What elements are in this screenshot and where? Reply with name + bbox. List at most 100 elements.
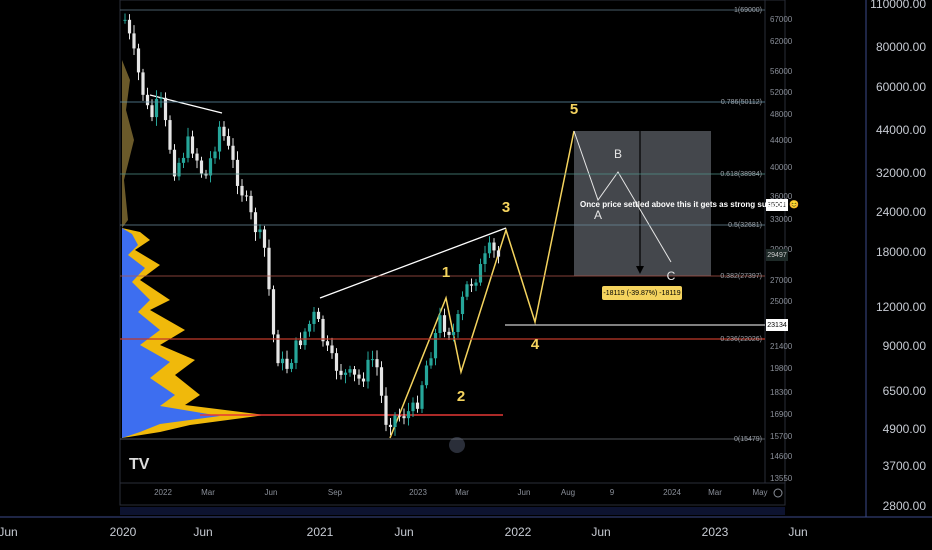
candle-body	[181, 157, 186, 163]
candle-body	[343, 372, 348, 375]
measure-arrowhead	[636, 266, 644, 274]
candle-body	[168, 120, 172, 150]
candle-body	[276, 334, 280, 364]
candle-body	[456, 314, 460, 333]
annotation: Once price settled above this it gets as…	[580, 200, 799, 209]
reset-button[interactable]	[449, 437, 465, 453]
candle-body	[321, 318, 325, 342]
logo: TV	[129, 456, 150, 473]
price-tag: 29497	[767, 252, 787, 259]
candle-body	[150, 105, 154, 118]
candle-body	[262, 229, 267, 248]
outer-time-label: 2020	[110, 525, 137, 539]
outer-price-label: 12000.00	[876, 300, 926, 314]
fib-level-label: 0.236(22026)	[720, 336, 762, 343]
candle-body	[325, 341, 330, 346]
fib-level-label: 0.786(50112)	[721, 99, 762, 106]
wave-label: 5	[570, 101, 578, 118]
candle-body	[258, 229, 262, 233]
candle-body	[127, 19, 132, 34]
candle-body	[420, 385, 424, 409]
candle-body	[240, 185, 244, 196]
candle-body	[136, 48, 141, 73]
candle-body	[442, 315, 447, 332]
candle-body	[316, 311, 321, 319]
candle-body	[451, 332, 456, 335]
outer-time-label: 2022	[505, 525, 532, 539]
candle-body	[438, 315, 442, 334]
candle-body	[483, 253, 487, 265]
time-label: May	[752, 488, 767, 497]
candle-body	[492, 242, 496, 251]
price-tag: 35001	[767, 202, 787, 209]
fib-level-label: 0.5(32681)	[728, 222, 762, 229]
settings-button[interactable]	[773, 488, 783, 498]
candle-body	[474, 282, 478, 286]
candle-body	[222, 126, 226, 137]
correction-label: A	[594, 208, 602, 222]
candle-body	[339, 370, 343, 375]
price-label: 21400	[770, 342, 793, 351]
outer-price-label: 44000.00	[876, 123, 926, 137]
abc-correction-line	[573, 130, 672, 263]
candle-body	[208, 158, 213, 176]
trend-line	[319, 227, 507, 299]
candle-body	[204, 173, 208, 176]
candle-body	[415, 402, 420, 409]
candle-body	[465, 284, 469, 297]
time-label: Aug	[561, 488, 575, 497]
outer-time-label: 2021	[307, 525, 334, 539]
measure-label: -18119 (-39.87%) -18119	[603, 290, 680, 297]
candle-body	[424, 365, 429, 386]
time-label: Jun	[265, 488, 278, 497]
correction-label: B	[614, 147, 622, 161]
candle-body	[285, 358, 289, 369]
candle-body	[154, 98, 159, 118]
outer-price-label: 18000.00	[876, 245, 926, 259]
candle-body	[235, 159, 240, 186]
fib-level-label: 1(69000)	[734, 7, 762, 14]
candle-body	[271, 289, 276, 335]
outer-price-label: 9000.00	[883, 339, 927, 353]
candle-body	[366, 359, 370, 382]
wave-label: 4	[531, 336, 540, 353]
wave-label: 2	[457, 388, 465, 405]
candle-body	[388, 424, 393, 427]
price-tag-box	[766, 249, 788, 261]
candle-body	[348, 369, 352, 373]
time-label: 2022	[154, 488, 172, 497]
candle-body	[433, 333, 438, 359]
candle-body	[177, 162, 181, 177]
outer-time-label: Jun	[788, 525, 807, 539]
outer-price-label: 32000.00	[876, 166, 926, 180]
outer-time-label: Jun	[193, 525, 212, 539]
time-label: 2023	[409, 488, 427, 497]
candle-body	[307, 323, 312, 332]
price-label: 14600	[770, 452, 793, 461]
price-label: 13550	[770, 474, 793, 483]
candle-body	[447, 331, 451, 335]
candle-body	[460, 296, 465, 315]
candle-body	[267, 247, 271, 290]
candle-body	[361, 378, 366, 382]
measure-box	[602, 286, 682, 300]
fib-level-label: 0(15479)	[734, 436, 762, 443]
outer-price-label: 60000.00	[876, 80, 926, 94]
candle-body	[397, 415, 402, 417]
candle-body	[195, 153, 199, 161]
candle-body	[172, 149, 177, 177]
candle-body	[249, 195, 253, 213]
candle-body	[402, 416, 406, 419]
price-label: 19800	[770, 364, 793, 373]
candle-body	[469, 284, 474, 286]
candle-body	[294, 340, 298, 363]
price-tag-box	[766, 199, 788, 211]
candle-body	[280, 358, 285, 364]
candles	[123, 13, 501, 436]
price-label: 33000	[770, 215, 793, 224]
candle-body	[393, 415, 397, 427]
candle-body	[226, 136, 231, 146]
outer-time-label: Jun	[591, 525, 610, 539]
navigator-strip	[120, 507, 785, 515]
time-label: Sep	[328, 488, 343, 497]
